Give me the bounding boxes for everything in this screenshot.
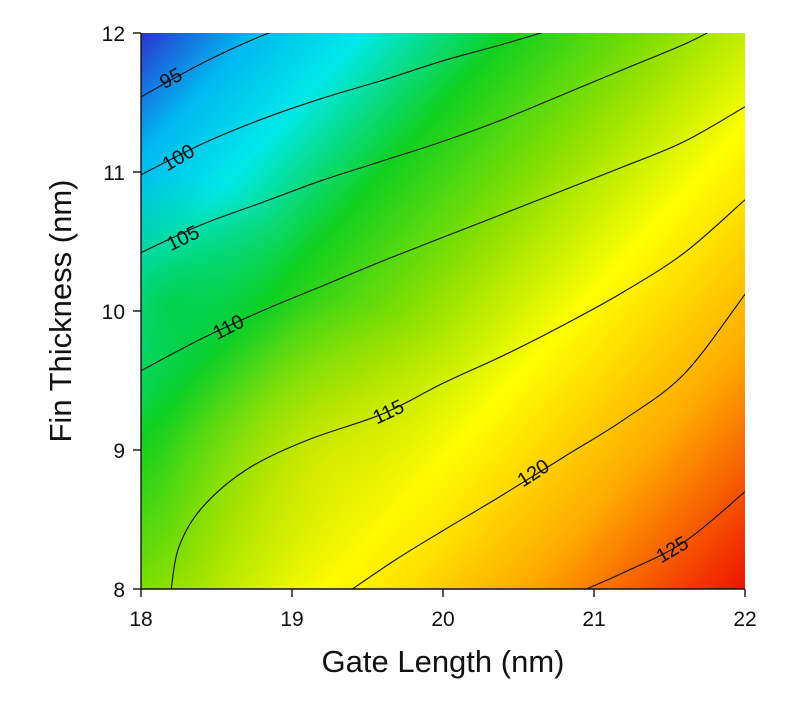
x-tick-label: 21 [582, 608, 605, 631]
contour-line-100 [141, 33, 543, 176]
contour-line-110 [141, 106, 745, 372]
contour-line-95 [141, 33, 271, 98]
x-tick-label: 22 [733, 608, 756, 631]
y-tick-label: 8 [113, 579, 125, 602]
x-tick-label: 19 [280, 608, 303, 631]
contour-lines [141, 33, 745, 589]
contour-line-115 [170, 199, 745, 589]
y-tick-label: 10 [102, 301, 125, 324]
y-tick-label: 11 [103, 162, 125, 185]
y-axis-ticks: 8 9 10 11 12 [102, 23, 141, 602]
contour-line-120 [352, 293, 745, 589]
heatmap-field [141, 33, 745, 589]
x-tick-label: 20 [431, 608, 454, 631]
contour-line-125 [586, 491, 745, 589]
y-tick-label: 12 [102, 23, 125, 46]
x-axis-ticks: 18 19 20 21 22 [129, 589, 757, 631]
x-axis-title: Gate Length (nm) [322, 644, 565, 679]
contour-line-105 [141, 33, 709, 254]
x-tick-label: 18 [129, 608, 152, 631]
y-tick-label: 9 [113, 440, 125, 463]
y-axis-title: Fin Thickness (nm) [43, 180, 78, 443]
